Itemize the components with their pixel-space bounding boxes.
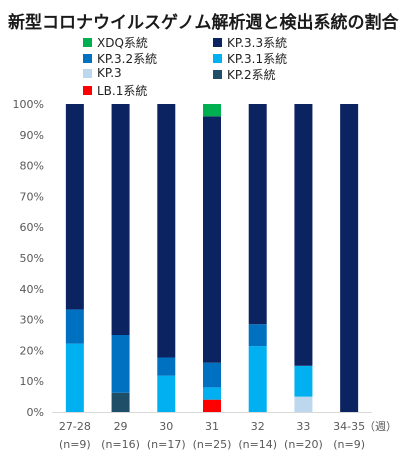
x-tick-label: 30 (159, 420, 173, 433)
chart-title: 新型コロナウイルスゲノム解析週と検出系統の割合 (8, 13, 399, 33)
legend-label: KP.2系統 (227, 68, 276, 82)
bar-segment (294, 396, 313, 412)
x-tick-count-label: (n=20) (284, 438, 323, 451)
bar-segment (65, 309, 84, 344)
x-tick-label: 29 (114, 420, 128, 433)
legend-item-kp31: KP.3.1系統 (213, 50, 287, 67)
x-tick-count-label: (n=9) (333, 438, 365, 451)
bar-segment (203, 104, 221, 117)
bar-segment (248, 324, 267, 347)
legend-label: KP.3.3系統 (227, 36, 288, 50)
legend-swatch (83, 86, 92, 95)
bar-segment (111, 392, 130, 412)
y-tick-label: 50% (20, 252, 44, 265)
legend-swatch (83, 54, 92, 63)
bar-segment (111, 335, 130, 393)
legend-item-kp32: KP.3.2系統 (83, 50, 157, 67)
legend-swatch (213, 54, 222, 63)
x-tick-label: 32 (251, 420, 265, 433)
bar-segment (294, 104, 313, 366)
bar-segment (65, 343, 84, 412)
legend-item-kp3: KP.3 (83, 66, 122, 80)
legend-swatch (83, 68, 92, 78)
bar-segment (157, 375, 176, 412)
y-tick-label: 40% (20, 283, 44, 296)
legend-label: KP.3.2系統 (97, 52, 158, 66)
legend-item-xdq: XDQ系統 (83, 34, 148, 51)
y-tick-label: 10% (20, 375, 44, 388)
x-axis-unit-label: （週） (364, 420, 397, 433)
bar-segment (157, 357, 176, 376)
bar-segment (157, 104, 176, 358)
bar-segment (203, 399, 221, 412)
bar-segment (203, 116, 221, 363)
bar-segment (203, 362, 221, 388)
x-tick-label: 34-35 (333, 420, 365, 433)
y-tick-label: 30% (20, 314, 44, 327)
legend-item-lb1: LB.1系統 (83, 82, 147, 99)
legend-swatch (83, 38, 92, 47)
legend-item-kp2: KP.2系統 (213, 66, 276, 83)
bar-segment (65, 104, 84, 310)
legend: XDQ系統 KP.3.3系統 KP.3.2系統 KP.3.1系統 KP.3 KP… (0, 0, 400, 100)
bar-segment (340, 104, 359, 412)
x-tick-count-label: (n=25) (193, 438, 232, 451)
legend-label: KP.3 (97, 66, 122, 80)
y-tick-label: 90% (20, 129, 44, 142)
bar-segment (248, 346, 267, 412)
bar-segment (248, 104, 267, 325)
x-tick-label: 31 (205, 420, 219, 433)
legend-swatch (213, 70, 222, 79)
y-tick-label: 20% (20, 344, 44, 357)
legend-label: KP.3.1系統 (227, 52, 288, 66)
bar-segment (294, 365, 313, 397)
legend-item-kp33: KP.3.3系統 (213, 34, 287, 51)
legend-label: XDQ系統 (97, 36, 148, 50)
x-tick-count-label: (n=17) (147, 438, 186, 451)
legend-label: LB.1系統 (97, 84, 148, 98)
bar-segment (203, 387, 221, 400)
x-tick-label: 27-28 (59, 420, 91, 433)
x-tick-count-label: (n=14) (238, 438, 277, 451)
y-tick-label: 100% (13, 98, 44, 111)
legend-swatch (213, 38, 222, 47)
bar-segment (111, 104, 130, 335)
y-tick-label: 60% (20, 221, 44, 234)
x-tick-label: 33 (296, 420, 310, 433)
y-tick-label: 70% (20, 190, 44, 203)
y-tick-label: 0% (27, 406, 44, 419)
x-tick-count-label: (n=9) (59, 438, 91, 451)
x-tick-count-label: (n=16) (101, 438, 140, 451)
y-tick-label: 80% (20, 160, 44, 173)
